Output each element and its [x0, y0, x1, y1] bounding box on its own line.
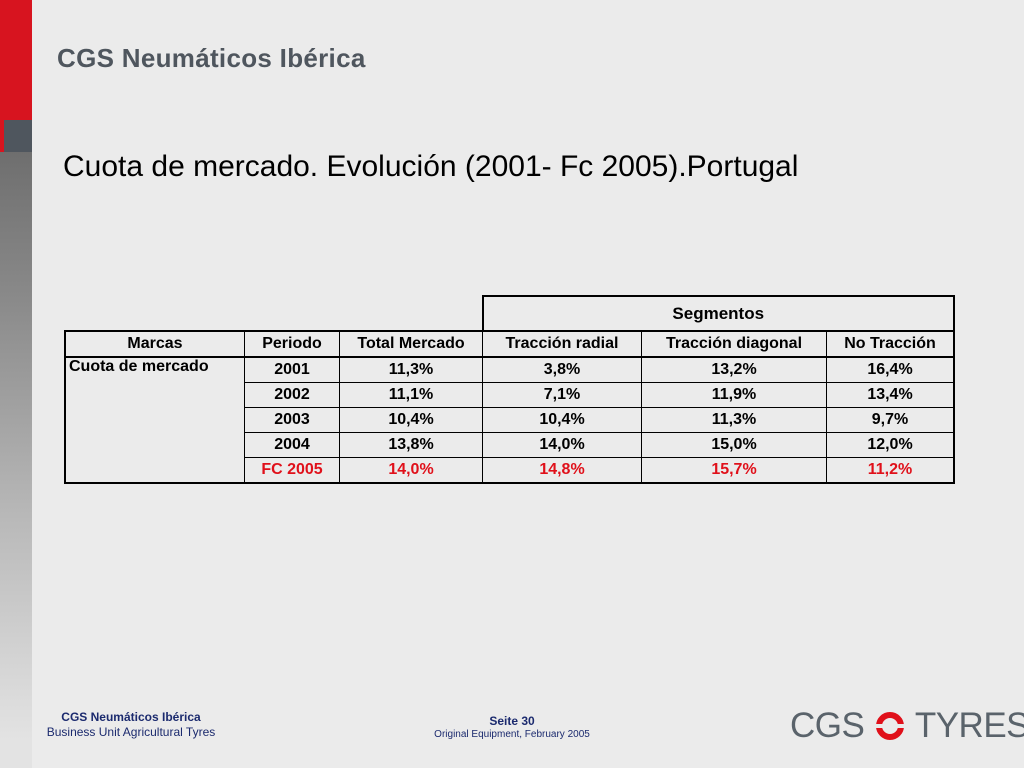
value-cell: 15,7% — [641, 457, 827, 484]
col-header-periodo: Periodo — [244, 330, 340, 358]
table-row-forecast: FC 2005 14,0% 14,8% 15,7% 11,2% — [65, 457, 955, 484]
footer-company: CGS Neumáticos Ibérica — [61, 710, 201, 724]
table-header-row: Marcas Periodo Total Mercado Tracción ra… — [64, 330, 955, 358]
table-row: 2004 13,8% 14,0% 15,0% 12,0% — [65, 432, 955, 458]
period-cell: 2003 — [244, 407, 340, 433]
slide-title: Cuota de mercado. Evolución (2001- Fc 20… — [63, 150, 799, 183]
value-cell: 3,8% — [482, 356, 642, 383]
brand-title: CGS Neumáticos Ibérica — [57, 43, 366, 73]
period-cell: 2002 — [244, 382, 340, 408]
logo-text-left: CGS — [790, 705, 865, 745]
footer-company-block: CGS Neumáticos Ibérica Business Unit Agr… — [33, 710, 229, 740]
left-red-block — [0, 0, 32, 120]
value-cell: 15,0% — [641, 432, 827, 458]
value-cell: 11,1% — [339, 382, 483, 408]
left-red-edge — [0, 120, 4, 152]
value-cell: 11,2% — [826, 457, 955, 484]
period-cell: 2004 — [244, 432, 340, 458]
col-header-traccion-radial: Tracción radial — [482, 330, 642, 358]
value-cell: 7,1% — [482, 382, 642, 408]
period-cell: FC 2005 — [244, 457, 340, 484]
period-cell: 2001 — [244, 356, 340, 383]
value-cell: 16,4% — [826, 356, 955, 383]
brand-cell: Cuota de mercado — [64, 356, 245, 484]
left-dark-block — [0, 120, 32, 152]
value-cell: 13,2% — [641, 356, 827, 383]
value-cell: 10,4% — [339, 407, 483, 433]
value-cell: 11,3% — [339, 356, 483, 383]
page-number: Seite 30 — [489, 714, 535, 728]
tyre-ring-icon — [874, 711, 905, 740]
col-header-marcas: Marcas — [64, 330, 245, 358]
col-header-total-mercado: Total Mercado — [339, 330, 483, 358]
footer-business-unit: Business Unit Agricultural Tyres — [46, 725, 216, 739]
segments-header: Segmentos — [481, 295, 955, 332]
cgs-tyres-logo: CGS TYRES — [790, 702, 1024, 746]
value-cell: 11,3% — [641, 407, 827, 433]
logo-text-right: TYRES — [914, 705, 1024, 745]
table-row: 2003 10,4% 10,4% 11,3% 9,7% — [65, 407, 955, 433]
value-cell: 12,0% — [826, 432, 955, 458]
value-cell: 14,0% — [482, 432, 642, 458]
table-row: 2002 11,1% 7,1% 11,9% 13,4% — [65, 382, 955, 408]
value-cell: 13,8% — [339, 432, 483, 458]
table-group-header-row: Segmentos — [65, 295, 955, 332]
market-share-table: Segmentos Marcas Periodo Total Mercado T… — [64, 295, 955, 484]
value-cell: 10,4% — [482, 407, 642, 433]
col-header-traccion-diagonal: Tracción diagonal — [641, 330, 827, 358]
value-cell: 13,4% — [826, 382, 955, 408]
footer-page-block: Seite 30 Original Equipment, February 20… — [420, 714, 604, 742]
footer-subtitle: Original Equipment, February 2005 — [434, 729, 590, 740]
value-cell: 14,0% — [339, 457, 483, 484]
col-header-no-traccion: No Tracción — [826, 330, 955, 358]
value-cell: 11,9% — [641, 382, 827, 408]
table-row: Cuota de mercado 2001 11,3% 3,8% 13,2% 1… — [64, 356, 955, 484]
value-cell: 9,7% — [826, 407, 955, 433]
value-cell: 14,8% — [482, 457, 642, 484]
table-blank-cell — [65, 296, 483, 331]
